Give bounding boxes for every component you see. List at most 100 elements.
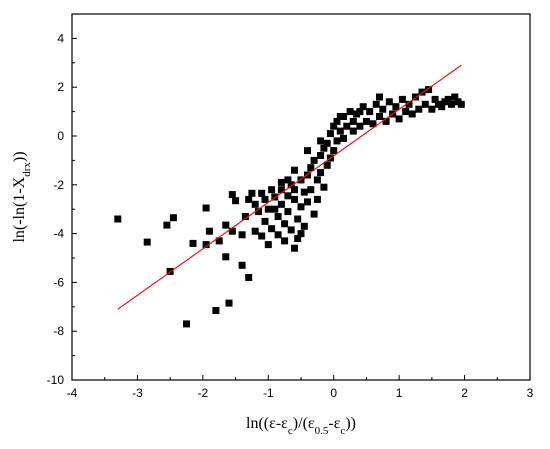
data-point [268, 225, 276, 233]
data-point [258, 232, 266, 240]
data-point [448, 100, 455, 108]
y-tick-label: 0 [57, 129, 64, 143]
data-point [336, 113, 344, 120]
data-point [444, 95, 452, 103]
x-tick-label: 2 [461, 386, 468, 400]
data-point [291, 166, 298, 174]
data-point [215, 237, 223, 245]
data-point [412, 93, 419, 101]
data-point [251, 200, 259, 208]
data-point [294, 215, 302, 223]
data-point [245, 274, 253, 281]
data-point [317, 152, 325, 159]
y-tick-label: -6 [53, 275, 64, 289]
x-tick-label: -2 [198, 386, 209, 400]
data-point [307, 164, 315, 172]
data-point [261, 195, 269, 203]
data-point [343, 122, 351, 130]
data-point [297, 176, 305, 184]
data-point [382, 117, 390, 125]
data-point [212, 307, 220, 314]
data-point [418, 88, 426, 96]
y-tick-label: 4 [57, 31, 64, 45]
data-point [405, 100, 413, 108]
x-tick-label: 1 [396, 386, 403, 400]
data-point [438, 103, 446, 111]
data-point [264, 205, 272, 213]
data-point [346, 108, 354, 116]
data-point [307, 186, 315, 194]
data-point [241, 213, 249, 220]
x-tick-label: 0 [330, 386, 337, 400]
data-point [297, 203, 305, 211]
data-point [310, 156, 318, 164]
data-point [369, 120, 377, 128]
data-point [349, 127, 357, 135]
data-point [114, 215, 122, 223]
y-tick-label: -4 [53, 227, 64, 241]
data-point [366, 108, 374, 116]
data-point [245, 195, 253, 203]
data-point [428, 105, 436, 113]
data-point [310, 210, 318, 218]
data-point [228, 191, 236, 199]
y-tick-label: -10 [47, 373, 65, 387]
data-point [238, 261, 246, 269]
data-point [281, 220, 289, 228]
data-point [398, 95, 406, 103]
data-point [277, 186, 285, 194]
plot-frame [71, 13, 531, 381]
data-point [232, 197, 240, 205]
data-point [274, 231, 282, 239]
data-point [300, 188, 308, 196]
data-point [356, 122, 364, 130]
data-point [415, 105, 423, 113]
data-point [183, 320, 190, 328]
data-point [284, 176, 292, 184]
data-point [323, 139, 331, 147]
data-point [330, 147, 338, 155]
data-point [264, 241, 272, 249]
data-point [379, 105, 387, 113]
data-point [313, 195, 321, 203]
data-point [228, 227, 236, 235]
x-tick-label: -3 [132, 386, 143, 400]
data-point [313, 176, 321, 184]
data-point [333, 117, 341, 125]
data-point [274, 213, 282, 220]
data-point [372, 100, 380, 108]
data-point [402, 108, 410, 116]
data-point [376, 93, 383, 101]
fit-line [117, 64, 462, 310]
data-point [362, 117, 370, 125]
data-point [320, 144, 328, 152]
data-point [238, 231, 246, 239]
data-point [330, 122, 338, 130]
data-point [457, 100, 465, 108]
data-point [317, 169, 325, 177]
data-point [326, 130, 334, 138]
data-point [202, 241, 210, 249]
x-tick-label: 3 [527, 386, 534, 400]
data-point [317, 137, 325, 145]
data-point [385, 98, 393, 106]
data-point [143, 238, 151, 246]
x-tick-label: -1 [263, 386, 274, 400]
data-point [169, 214, 177, 222]
data-point [271, 205, 279, 213]
data-point [205, 227, 213, 235]
fit-line-group [117, 64, 462, 310]
data-point [304, 198, 311, 206]
data-point [451, 93, 459, 101]
data-point [189, 239, 197, 247]
data-point [287, 181, 295, 189]
data-point [163, 221, 171, 229]
data-point [323, 161, 331, 169]
data-point [376, 113, 383, 120]
data-point [431, 95, 439, 103]
data-point [258, 189, 266, 197]
x-axis-title: ln((ε-εc)/(ε0.5-εc)) [246, 415, 356, 437]
data-point [225, 299, 233, 307]
